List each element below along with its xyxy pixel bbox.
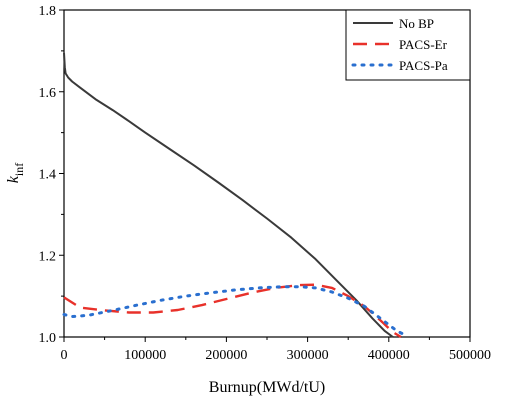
legend-label-2: PACS-Pa <box>399 58 448 73</box>
y-axis-title-sub: inf <box>12 163 26 176</box>
x-axis-title: Burnup(MWd/tU) <box>209 379 325 396</box>
y-tick-label: 1.8 <box>39 4 57 19</box>
legend-label-1: PACS-Er <box>399 37 448 52</box>
x-tick-label: 400000 <box>368 348 410 363</box>
y-axis-title: kinf <box>5 163 26 183</box>
series-line-2 <box>62 285 407 337</box>
y-tick-label: 1.4 <box>39 168 57 183</box>
y-tick-label: 1.6 <box>39 86 57 101</box>
y-tick-label: 1.0 <box>39 331 57 346</box>
series-line-0 <box>63 52 394 338</box>
ticks-layer: 0 100000 200000 300000 400000 500000 1.0 1.2 1.4… <box>39 4 492 363</box>
y-axis-title-main: k <box>5 175 22 183</box>
x-tick-label: 500000 <box>449 348 491 363</box>
legend-label-0: No BP <box>399 16 434 31</box>
x-tick-label: 300000 <box>287 348 329 363</box>
series-layer <box>62 52 407 339</box>
legend: No BP PACS-Er PACS-Pa <box>345 9 471 81</box>
x-tick-label: 200000 <box>205 348 247 363</box>
x-tick-label: 100000 <box>124 348 166 363</box>
y-tick-label: 1.2 <box>39 249 57 264</box>
x-tick-label: 0 <box>61 348 68 363</box>
series-line-1 <box>63 283 402 339</box>
